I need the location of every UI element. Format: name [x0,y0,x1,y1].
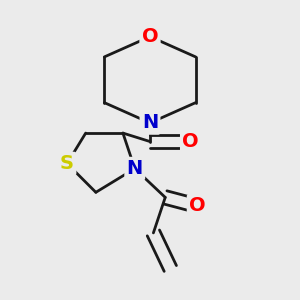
Text: S: S [60,154,74,173]
Text: N: N [142,113,158,132]
Text: O: O [182,132,199,151]
Text: N: N [127,159,143,178]
Text: O: O [142,27,158,46]
Text: O: O [189,196,206,215]
